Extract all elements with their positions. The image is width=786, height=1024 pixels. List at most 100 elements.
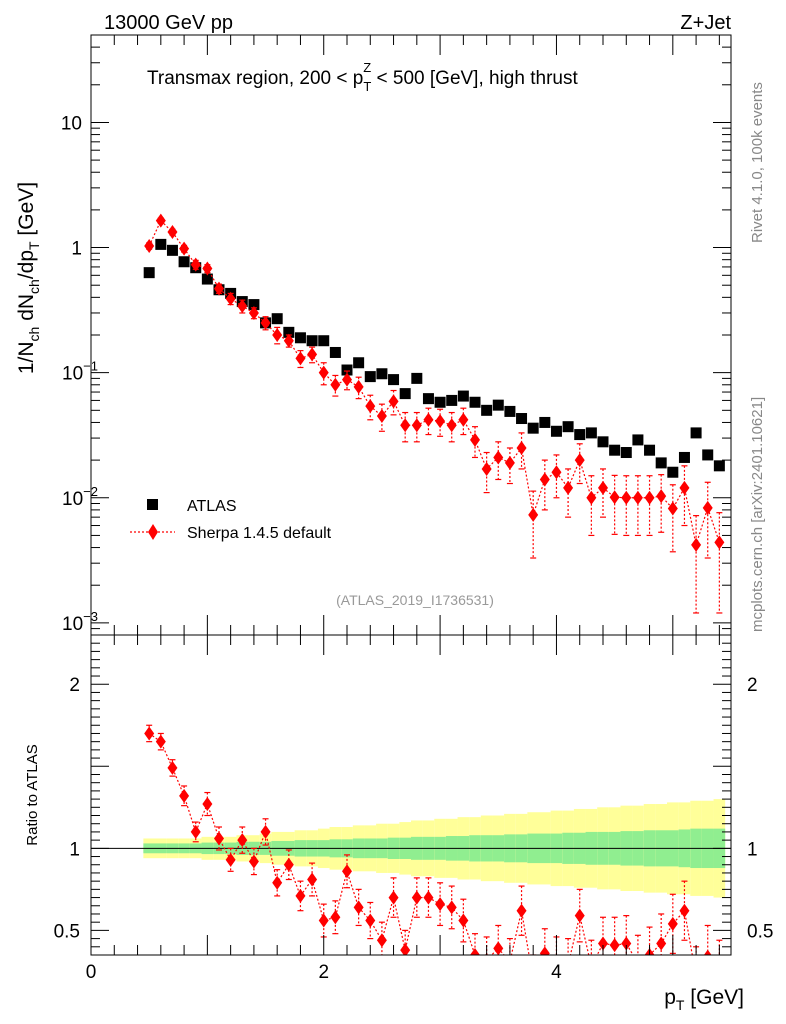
- sherpa-point: [411, 418, 422, 433]
- collision-energy-label: 13000 GeV pp: [104, 12, 233, 34]
- atlas-point: [492, 399, 504, 411]
- main-y-tick-label: 10−2: [62, 484, 98, 510]
- sherpa-point: [423, 412, 434, 427]
- sherpa-point: [644, 490, 655, 505]
- atlas-point: [609, 444, 621, 456]
- sherpa-line: [148, 219, 720, 548]
- atlas-point: [550, 425, 562, 437]
- rivet-version-label: Rivet 4.1.0, 100k events: [749, 82, 766, 243]
- sherpa-point: [248, 305, 259, 320]
- main-y-tick-label: 10−3: [62, 609, 98, 635]
- ylabel-e: /dp: [15, 250, 38, 279]
- ratio-y-tick-label-right: 2: [747, 675, 758, 696]
- ratio-point: [214, 831, 224, 846]
- sherpa-point: [144, 238, 155, 253]
- sherpa-point: [342, 372, 352, 387]
- ratio-point: [423, 890, 434, 905]
- sherpa-point: [225, 291, 236, 306]
- atlas-point: [585, 427, 597, 439]
- x-axis-label: pT [GeV]: [664, 986, 744, 1013]
- ratio-point: [237, 833, 248, 848]
- ratio-point: [260, 824, 271, 839]
- ratio-point: [516, 903, 527, 918]
- main-y-tick-label: 10: [61, 113, 82, 134]
- sherpa-point: [155, 213, 166, 228]
- atlas-point: [329, 346, 341, 358]
- ratio-point: [574, 908, 585, 923]
- ratio-point: [528, 973, 538, 987]
- ratio-point: [539, 946, 550, 955]
- atlas-point: [399, 388, 411, 400]
- ylabel-d: ch: [26, 279, 42, 294]
- ylabel-c: dN: [15, 294, 38, 327]
- atlas-point: [201, 273, 213, 285]
- ratio-point: [167, 760, 178, 775]
- atlas-point: [376, 368, 388, 380]
- sherpa-point: [574, 453, 585, 468]
- sherpa-point: [400, 418, 411, 433]
- atlas-point: [388, 374, 400, 386]
- sherpa-point: [307, 347, 318, 362]
- atlas-series: [143, 238, 725, 478]
- atlas-point: [353, 357, 365, 369]
- sherpa-point: [388, 394, 399, 409]
- analysis-tag: (ATLAS_2019_I1736531): [336, 592, 494, 608]
- atlas-point: [481, 404, 493, 416]
- sherpa-point: [330, 377, 341, 392]
- ratio-point: [272, 875, 283, 890]
- mcplots-label: mcplots.cern.ch [arXiv:2401.10621]: [749, 397, 766, 632]
- atlas-point: [143, 267, 155, 279]
- sherpa-point: [353, 379, 364, 394]
- ratio-point: [691, 969, 701, 983]
- sherpa-point: [167, 225, 178, 240]
- ratio-point: [376, 933, 387, 948]
- sherpa-point: [679, 480, 690, 495]
- atlas-point: [422, 393, 434, 405]
- x-tick-label: 4: [551, 962, 562, 983]
- sherpa-point: [295, 351, 306, 366]
- main-y-tick-label: 10−1: [62, 359, 98, 385]
- atlas-point: [678, 451, 690, 463]
- main-y-axis-label: 1/Nch dNch/dpT [GeV]: [15, 182, 42, 374]
- x-tick-labels: 0 2 4: [86, 962, 562, 983]
- sherpa-point: [656, 489, 667, 504]
- atlas-point: [527, 422, 539, 434]
- atlas-point: [667, 466, 679, 478]
- atlas-point: [457, 390, 469, 402]
- atlas-point: [597, 436, 609, 448]
- ratio-point: [509, 954, 511, 955]
- ratio-point: [342, 864, 352, 879]
- main-y-tick-labels: 10 1 10−1 10−2 10−3: [61, 113, 98, 634]
- x-tick-label: 2: [318, 962, 329, 983]
- sherpa-point: [190, 257, 201, 272]
- atlas-point: [364, 371, 376, 383]
- legend-atlas-label: ATLAS: [187, 498, 237, 515]
- atlas-point: [620, 447, 632, 459]
- ylabel-g: [GeV]: [15, 182, 38, 242]
- ratio-point: [330, 910, 341, 925]
- ratio-point: [318, 913, 329, 928]
- sherpa-point: [260, 315, 271, 330]
- sherpa-point: [691, 537, 702, 552]
- sherpa-series: [144, 213, 725, 614]
- sherpa-point: [632, 490, 643, 505]
- ratio-y-tick-label-left: 0.5: [54, 921, 80, 942]
- atlas-point: [271, 313, 283, 325]
- xlabel-unit: [GeV]: [684, 986, 744, 1009]
- atlas-point: [469, 396, 481, 408]
- ratio-point: [435, 897, 446, 912]
- sherpa-point: [702, 500, 713, 515]
- main-axis-ticks: [90, 34, 731, 636]
- ratio-point: [446, 900, 457, 915]
- ratio-panel-frame: [90, 634, 732, 956]
- ratio-point: [400, 943, 411, 955]
- sherpa-point: [202, 261, 213, 276]
- sherpa-point: [481, 461, 492, 476]
- sherpa-point: [609, 490, 620, 505]
- ratio-point: [388, 890, 399, 905]
- atlas-point: [178, 256, 190, 268]
- atlas-point: [690, 427, 702, 439]
- atlas-point: [446, 394, 458, 406]
- sherpa-point: [446, 418, 457, 433]
- atlas-point: [713, 460, 725, 472]
